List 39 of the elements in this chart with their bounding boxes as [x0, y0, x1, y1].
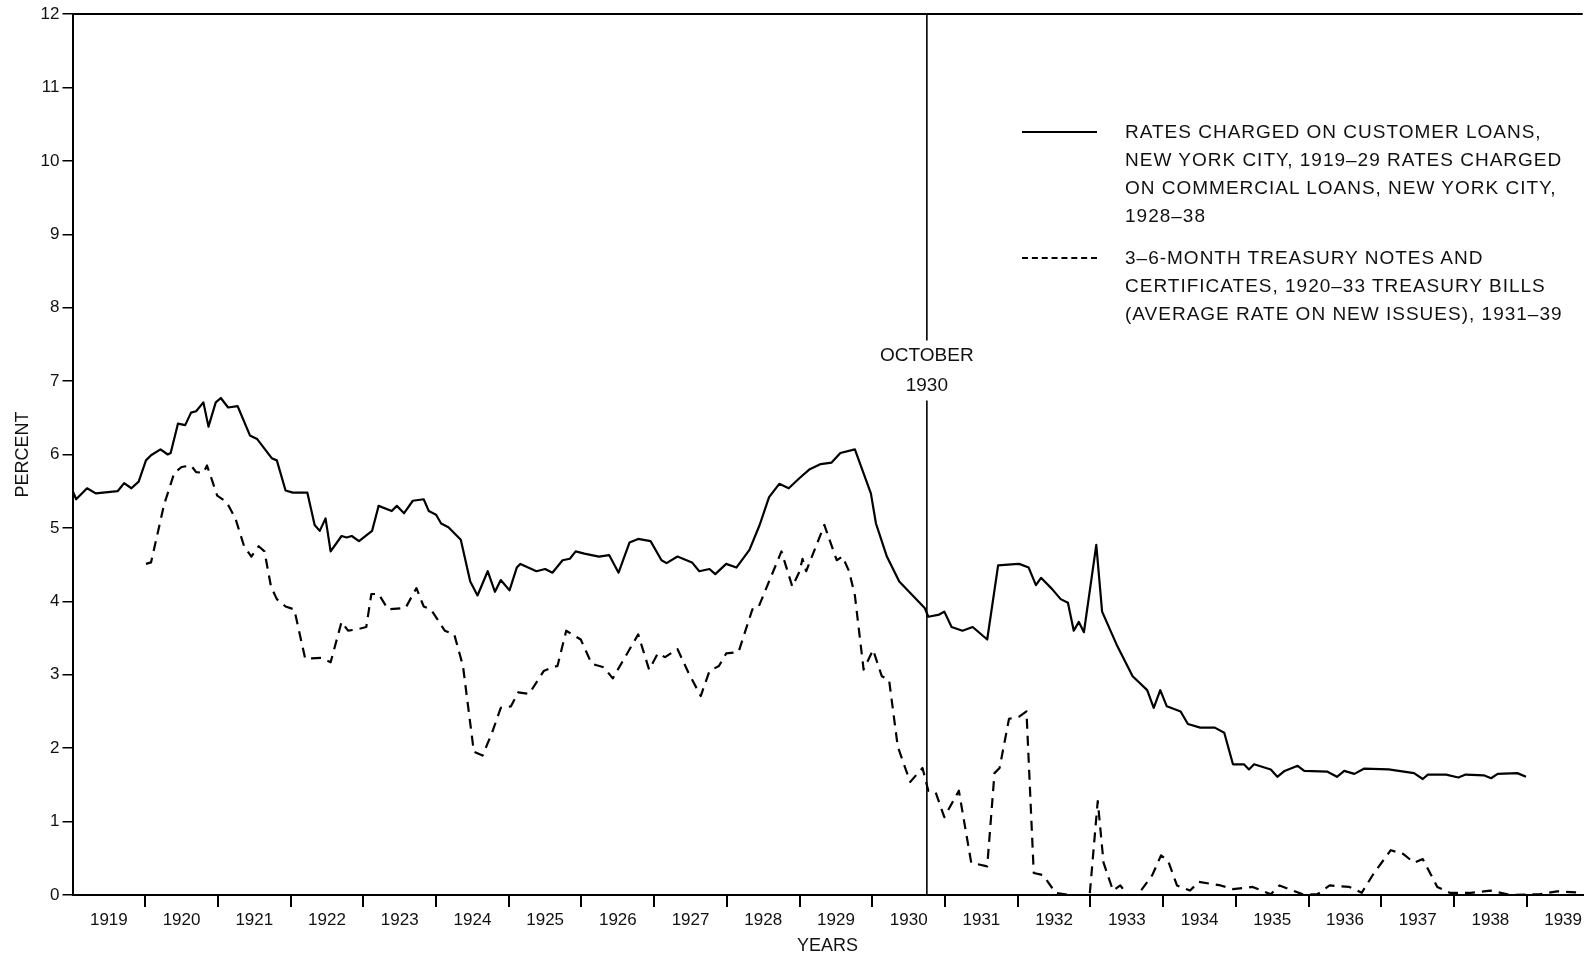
y-tick-label: 4	[50, 591, 60, 611]
x-tick-label: 1925	[526, 909, 565, 929]
x-tick-label: 1937	[1398, 909, 1437, 929]
x-tick-label: 1927	[671, 909, 710, 929]
x-tick-label: 1938	[1471, 909, 1510, 929]
y-tick-label: 7	[50, 370, 60, 390]
x-tick-label: 1933	[1107, 909, 1146, 929]
y-tick-label: 9	[50, 223, 60, 243]
y-tick-label: 1	[50, 811, 60, 831]
y-tick-label: 11	[41, 77, 60, 97]
y-tick-label: 12	[40, 3, 60, 23]
x-tick-label: 1926	[598, 909, 637, 929]
x-tick-label: 1929	[817, 909, 855, 929]
ref-line-label: OCTOBER 1930	[880, 343, 974, 395]
y-tick-label: 6	[50, 444, 60, 464]
x-tick-label: 1922	[308, 909, 346, 929]
x-tick-label: 1939	[1544, 909, 1582, 929]
y-tick-label: 5	[50, 517, 60, 537]
x-tick-label: 1932	[1035, 909, 1074, 929]
y-tick-label: 0	[50, 884, 60, 904]
x-tick-label: 1931	[962, 909, 1001, 929]
x-tick-label: 1921	[235, 909, 274, 929]
y-tick-label: 3	[50, 664, 60, 684]
x-tick-label: 1920	[162, 909, 201, 929]
y-tick-label: 10	[40, 150, 60, 170]
x-tick-label: 1930	[889, 909, 928, 929]
x-axis-title: YEARS	[797, 935, 859, 956]
x-tick-label: 1935	[1253, 909, 1292, 929]
x-tick-label: 1934	[1180, 909, 1219, 929]
y-tick-label: 8	[50, 297, 60, 317]
legend-label: RATES CHARGED ON CUSTOMER LOANS, NEW YORK CITY, 1919–29 RATES CHARGED ON COMMERCIAL LOANS, NEW YORK CITY, 1928–38	[1125, 120, 1564, 228]
y-axis-title: PERCENT	[11, 411, 32, 498]
x-tick-label: 1923	[380, 909, 419, 929]
x-tick-label: 1936	[1326, 909, 1364, 929]
y-tick-label: 2	[50, 737, 60, 757]
x-tick-label: 1919	[89, 909, 128, 929]
x-tick-label: 1928	[744, 909, 783, 929]
legend-label: 3–6-MONTH TREASURY NOTES AND CERTIFICATES, 1920–33 TREASURY BILLS (AVERAGE RATE ON NEW ISSUES), 1931–39	[1125, 246, 1564, 326]
x-tick-label: 1924	[453, 909, 492, 929]
